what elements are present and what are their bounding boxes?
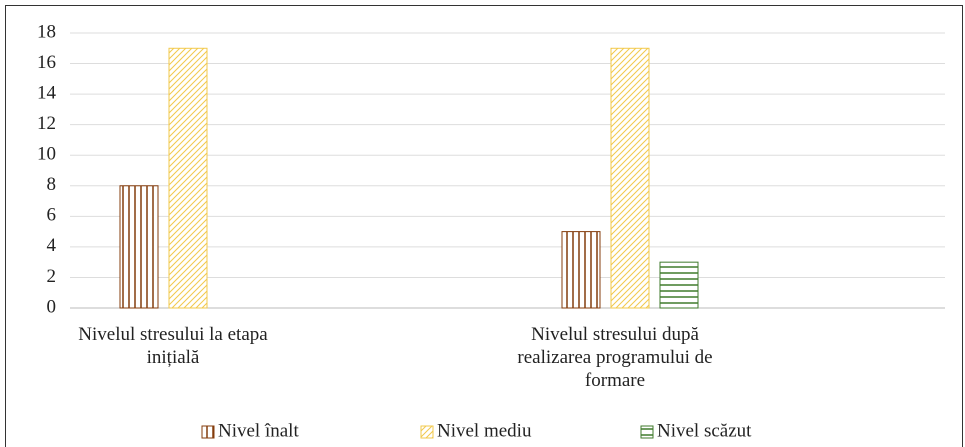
bar — [168, 47, 208, 309]
y-tick-label: 0 — [47, 296, 57, 317]
bar — [561, 231, 601, 309]
y-tick-label: 10 — [37, 144, 56, 165]
y-tick-label: 14 — [37, 82, 57, 103]
legend-label: Nivel scăzut — [657, 420, 752, 441]
bar — [119, 185, 159, 309]
y-tick-label: 18 — [37, 21, 56, 42]
y-tick-label: 16 — [37, 52, 56, 73]
y-tick-label: 8 — [47, 174, 57, 195]
y-tick-label: 12 — [37, 113, 56, 134]
x-tick-label: Nivelul stresului după realizarea progra… — [517, 324, 713, 391]
x-tick-label: Nivelul stresului la etapa inițială — [78, 324, 268, 368]
frame — [5, 5, 963, 447]
legend-swatch — [640, 425, 654, 439]
legend-swatch — [201, 425, 215, 439]
legend-label: Nivel înalt — [218, 420, 299, 441]
y-tick-label: 6 — [47, 205, 57, 226]
y-tick-label: 4 — [47, 235, 57, 256]
y-tick-label: 2 — [47, 266, 57, 287]
legend-swatch — [420, 425, 434, 439]
legend-label: Nivel mediu — [437, 420, 532, 441]
bar — [610, 47, 650, 309]
bar — [659, 261, 699, 309]
